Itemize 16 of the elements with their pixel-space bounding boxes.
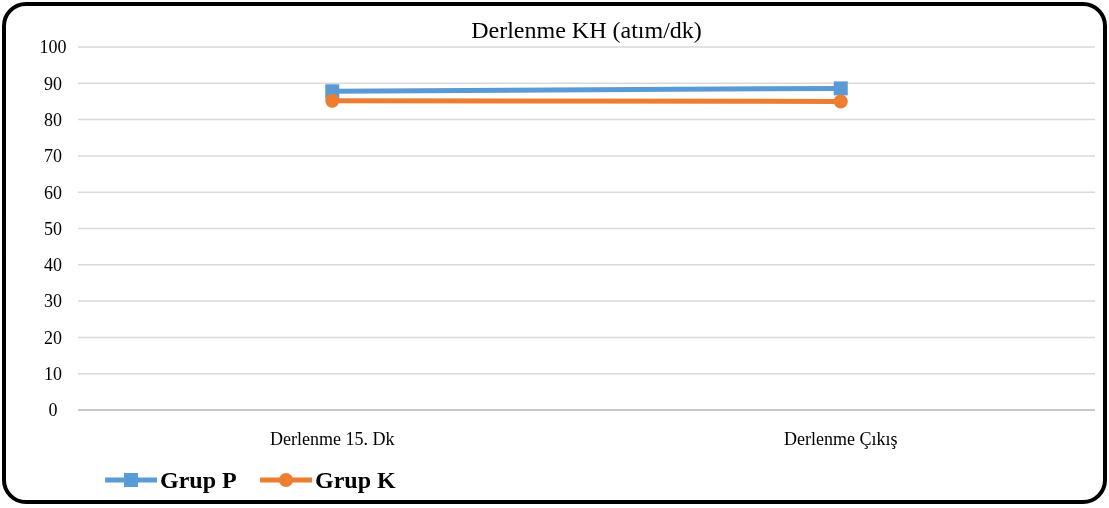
y-tick-label: 80 xyxy=(44,109,62,130)
y-tick-label: 50 xyxy=(44,218,62,239)
legend-label: Grup P xyxy=(160,467,237,494)
x-tick-label: Derlenme Çıkış xyxy=(784,429,898,449)
y-tick-label: 100 xyxy=(39,37,67,58)
y-tick-label: 40 xyxy=(44,255,62,276)
y-tick-label: 0 xyxy=(48,400,58,421)
legend-label: Grup K xyxy=(315,467,397,494)
chart-title: Derlenme KH (atım/dk) xyxy=(471,17,702,43)
y-tick-label: 30 xyxy=(44,291,62,312)
y-tick-label: 70 xyxy=(44,146,62,167)
y-tick-label: 60 xyxy=(44,182,62,203)
x-tick-label: Derlenme 15. Dk xyxy=(270,429,395,449)
y-tick-label: 90 xyxy=(44,73,62,94)
y-tick-label: 20 xyxy=(44,327,62,348)
y-tick-label: 10 xyxy=(44,364,62,384)
